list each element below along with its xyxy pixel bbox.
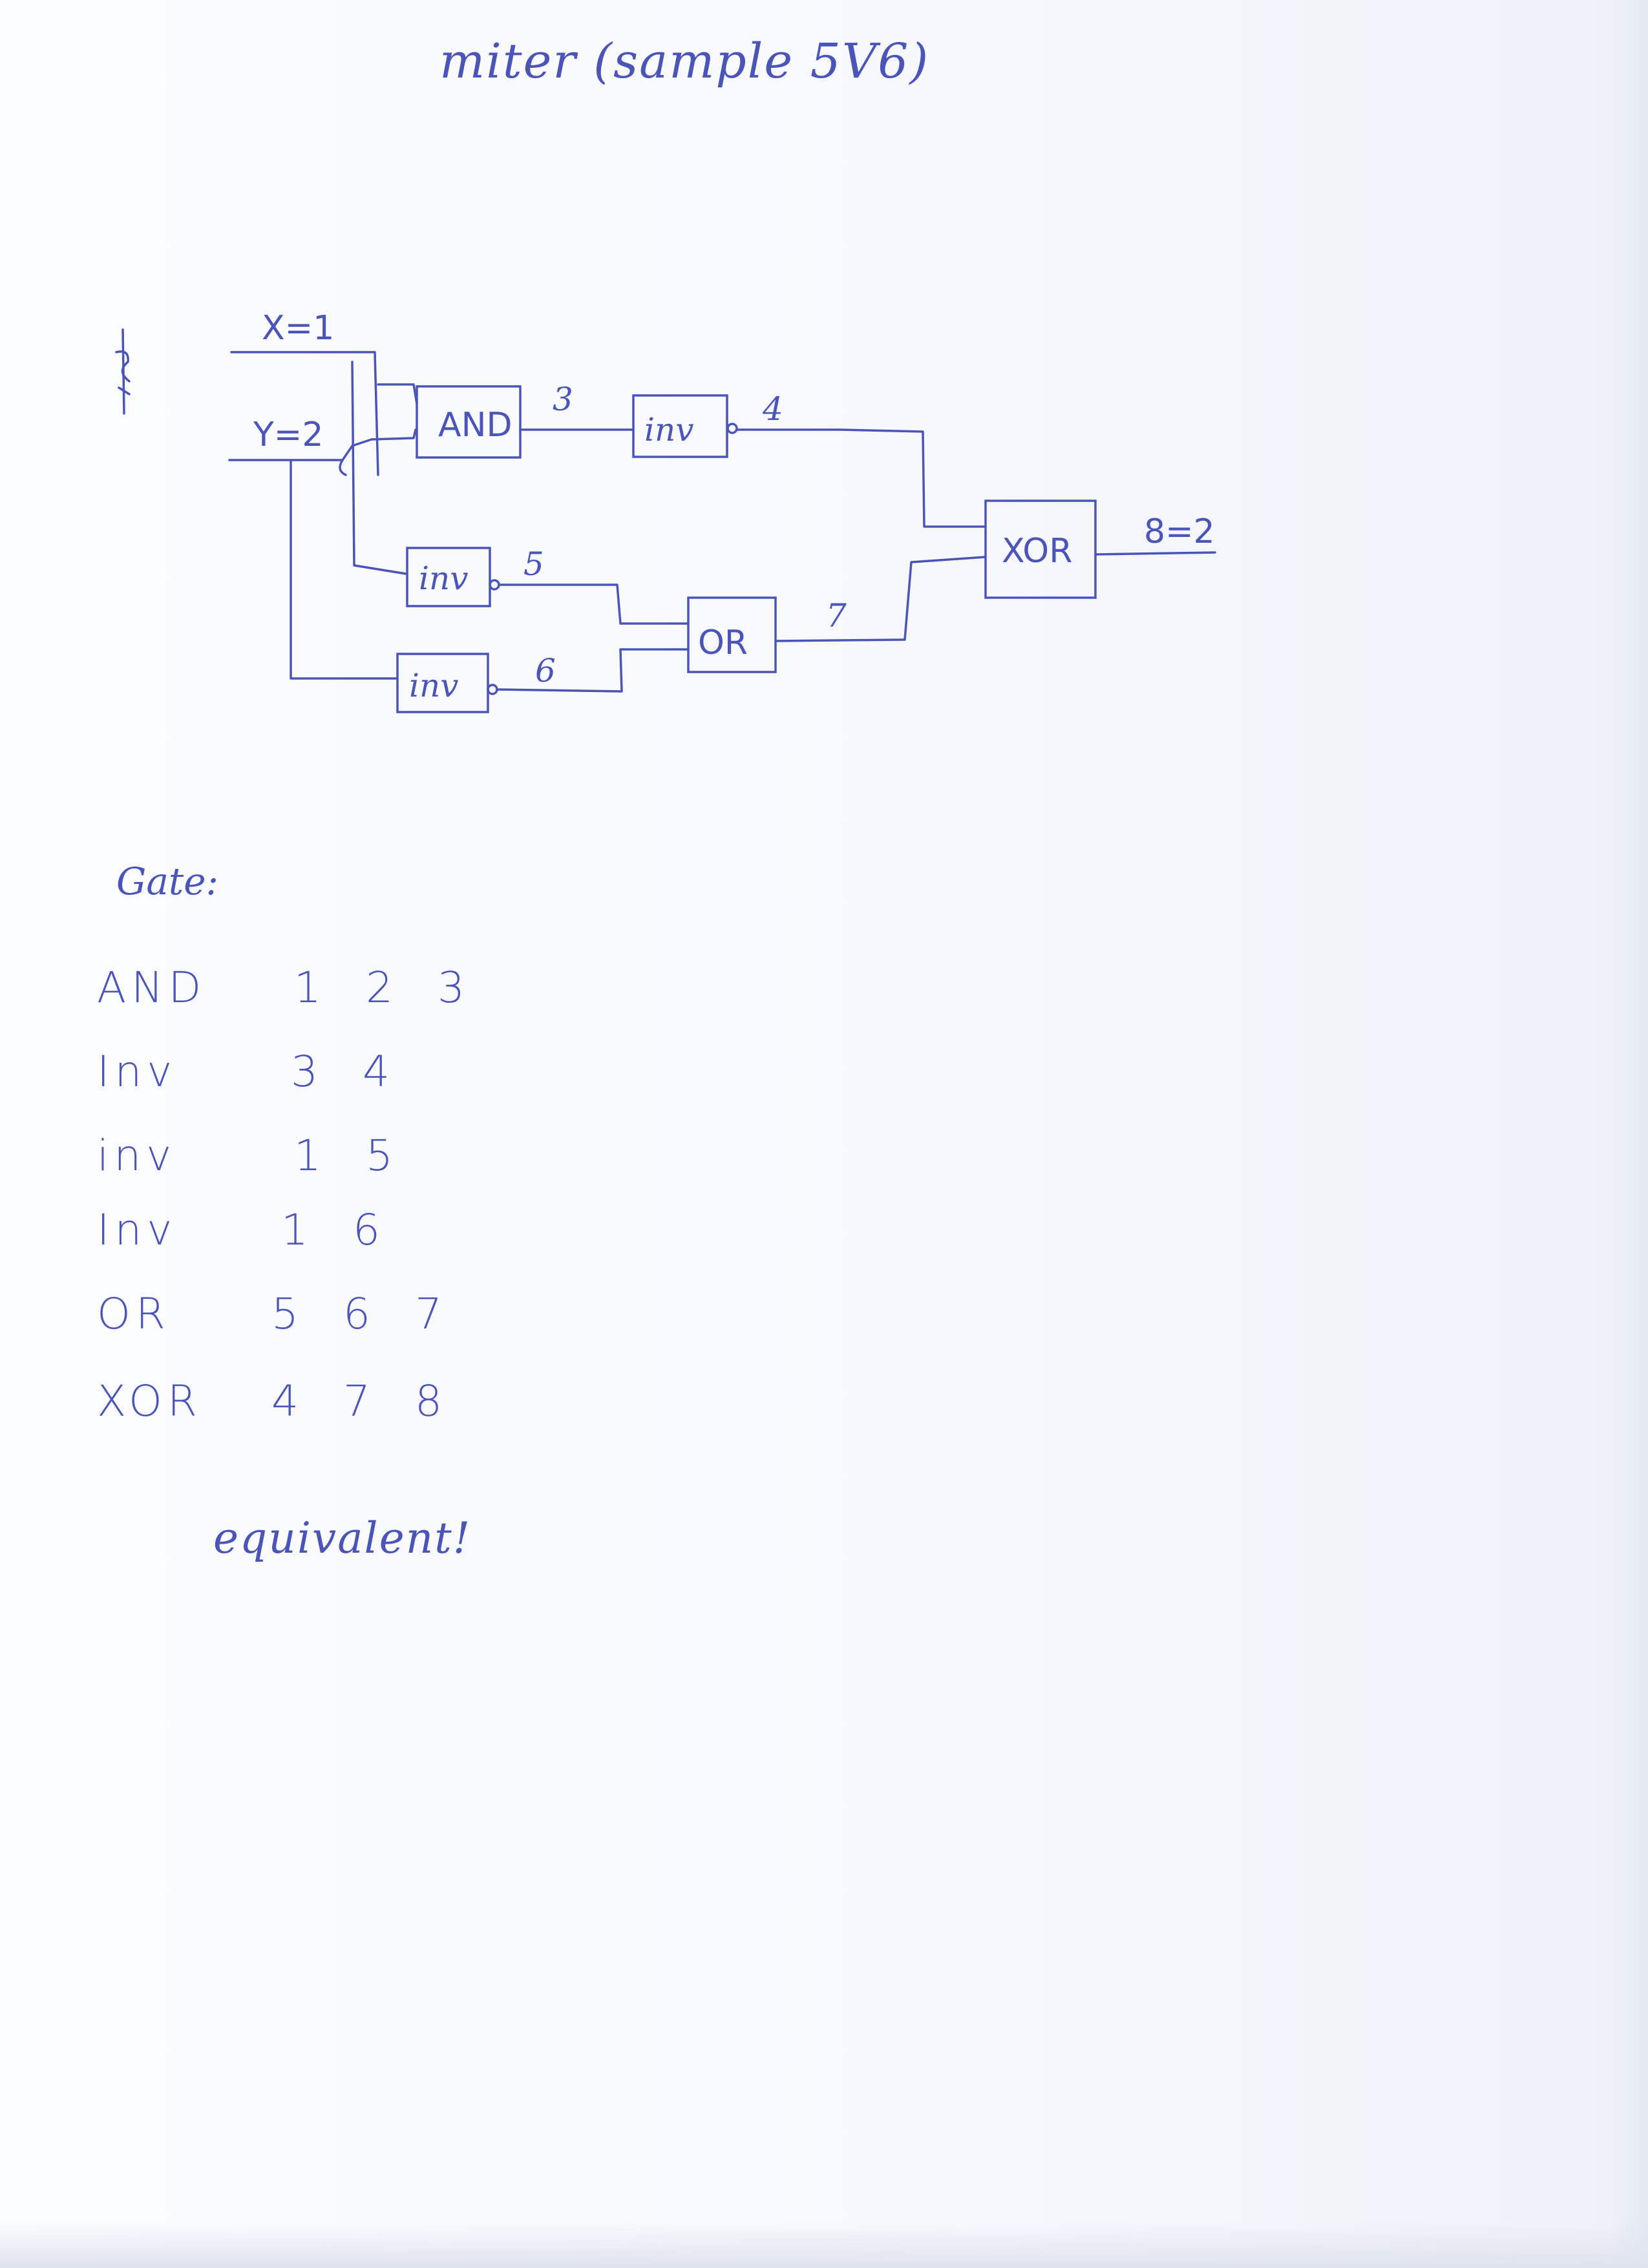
x-branch-to-inv5 — [351, 361, 407, 575]
y-branch-down — [290, 459, 399, 680]
wire-6 — [496, 648, 690, 693]
input-y-label: Y=2 — [253, 415, 323, 454]
gate-name: OR — [97, 1289, 171, 1339]
gate-row-xor: XOR 4 7 8 — [97, 1376, 549, 1434]
input-x-label: X=1 — [262, 309, 334, 348]
gate-row-inv-4: Inv 3 4 — [97, 1047, 549, 1105]
gate-nodes: 1 5 — [294, 1131, 408, 1181]
xor-gate — [984, 499, 1097, 599]
gate-nodes: 3 4 — [291, 1047, 405, 1097]
or-gate-label: OR — [698, 624, 748, 662]
inv6-gate-label: inv — [409, 667, 458, 704]
equivalence-note: equivalent! — [213, 1513, 472, 1563]
inv5-gate-label: inv — [419, 560, 468, 597]
gate-nodes: 1 6 — [281, 1205, 396, 1255]
gate-nodes: 4 7 8 — [271, 1376, 458, 1426]
scanner-bottom-edge — [0, 2223, 1648, 2268]
wire-7-label: 7 — [826, 597, 847, 635]
margin-mark — [115, 328, 131, 415]
gate-name: Inv — [97, 1205, 178, 1255]
y-branch-to-and — [341, 428, 417, 461]
wire-8-label: 8=2 — [1144, 512, 1215, 551]
inv5-bubble — [489, 579, 500, 591]
and-gate-label: AND — [438, 406, 512, 445]
x-branch-to-and — [377, 383, 418, 405]
gate-name: XOR — [97, 1376, 202, 1426]
inv4-bubble — [726, 423, 738, 434]
gate-row-or: OR 5 6 7 — [97, 1289, 549, 1347]
wire-7 — [774, 556, 987, 642]
inv6-bubble — [487, 684, 498, 695]
wire-8-output — [1094, 551, 1216, 556]
wire-4-label: 4 — [762, 390, 783, 428]
gate-nodes: 1 2 3 — [294, 963, 480, 1013]
inv6-gate — [396, 653, 489, 713]
gate-name: Inv — [97, 1047, 178, 1097]
inv5-gate — [406, 547, 491, 607]
gate-row-inv-6: Inv 1 6 — [97, 1205, 549, 1263]
gate-name: AND — [97, 963, 207, 1013]
paper-edge-shadow — [1609, 0, 1648, 2268]
y-crossing-hop — [339, 459, 347, 476]
wire-4 — [735, 428, 987, 528]
page-title: miter (sample 5V6) — [439, 34, 930, 89]
input-x-wire — [230, 351, 379, 476]
circuit-diagram: X=1 Y=2 AND 3 inv 4 inv 5 inv 6 OR 7 XOR… — [115, 309, 1216, 713]
gate-name: inv — [97, 1131, 177, 1181]
and-gate — [416, 385, 522, 459]
gate-nodes: 5 6 7 — [271, 1289, 458, 1339]
wire-5 — [498, 583, 690, 625]
or-gate — [687, 596, 777, 673]
inv4-gate-label: inv — [644, 411, 693, 448]
gate-list-heading: Gate: — [116, 859, 219, 903]
xor-gate-label: XOR — [1002, 532, 1072, 571]
wire-6-label: 6 — [535, 652, 556, 689]
wire-3-label: 3 — [553, 381, 573, 418]
gate-row-inv-5: inv 1 5 — [97, 1131, 549, 1189]
wire-5-label: 5 — [523, 545, 544, 583]
gate-row-and: AND 1 2 3 — [97, 963, 549, 1021]
